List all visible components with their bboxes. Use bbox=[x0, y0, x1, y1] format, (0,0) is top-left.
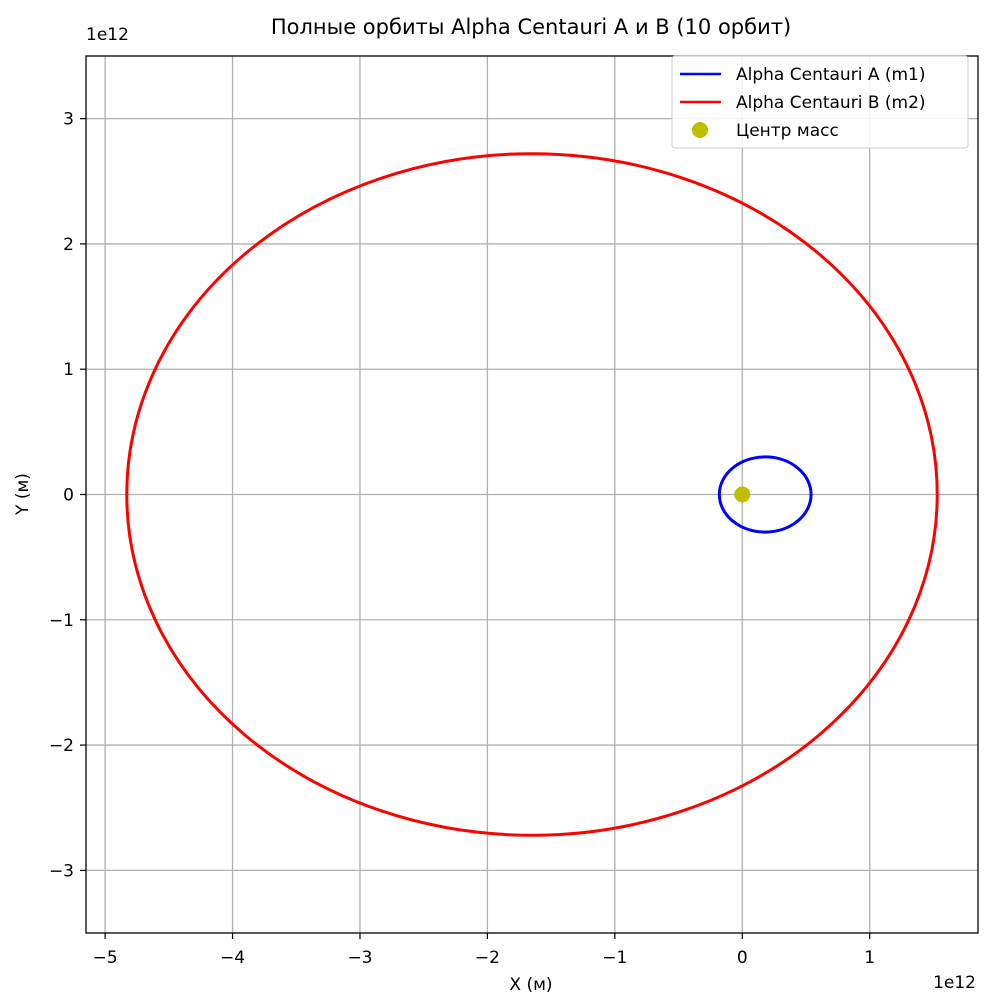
orbit-line-2 bbox=[125, 152, 939, 837]
y-tick-label: −1 bbox=[49, 611, 74, 631]
center-of-mass-marker bbox=[734, 486, 751, 503]
x-tick-label: 0 bbox=[737, 948, 748, 968]
plot-series bbox=[125, 152, 939, 837]
y-tick-label: 1 bbox=[63, 360, 74, 380]
chart-title: Полные орбиты Alpha Centauri A и B (10 о… bbox=[271, 15, 791, 39]
x-tick-label: −2 bbox=[475, 948, 500, 968]
y-tick-label: 3 bbox=[63, 110, 74, 130]
axis-ticks: −5 −4 −3 −2 −1 0 1 −3 −2 −1 0 1 2 3 bbox=[49, 110, 875, 968]
x-tick-label: −1 bbox=[602, 948, 627, 968]
x-tick-label: −3 bbox=[347, 948, 372, 968]
y-tick-label: 2 bbox=[63, 235, 74, 255]
y-tick-label: 0 bbox=[63, 486, 74, 506]
legend-box bbox=[671, 55, 969, 149]
y-tick-label: −3 bbox=[49, 861, 74, 881]
legend-label: Центр масс bbox=[736, 121, 839, 141]
y-offset-text: 1e12 bbox=[86, 25, 129, 45]
x-tick-label: 1 bbox=[864, 948, 875, 968]
y-tick-label: −2 bbox=[49, 736, 74, 756]
x-axis-label: X (м) bbox=[509, 975, 552, 995]
grid bbox=[86, 56, 978, 933]
orbit-line-1 bbox=[717, 455, 813, 534]
x-tick-label: −4 bbox=[220, 948, 245, 968]
legend-marker bbox=[692, 122, 708, 138]
y-axis-label: Y (м) bbox=[13, 473, 33, 516]
legend: Alpha Centauri A (m1) Alpha Centauri B (m… bbox=[671, 55, 969, 149]
legend-label: Alpha Centauri A (m1) bbox=[736, 65, 926, 85]
x-tick-label: −5 bbox=[93, 948, 118, 968]
x-offset-text: 1e12 bbox=[933, 973, 976, 993]
legend-label: Alpha Centauri B (m2) bbox=[736, 93, 926, 113]
